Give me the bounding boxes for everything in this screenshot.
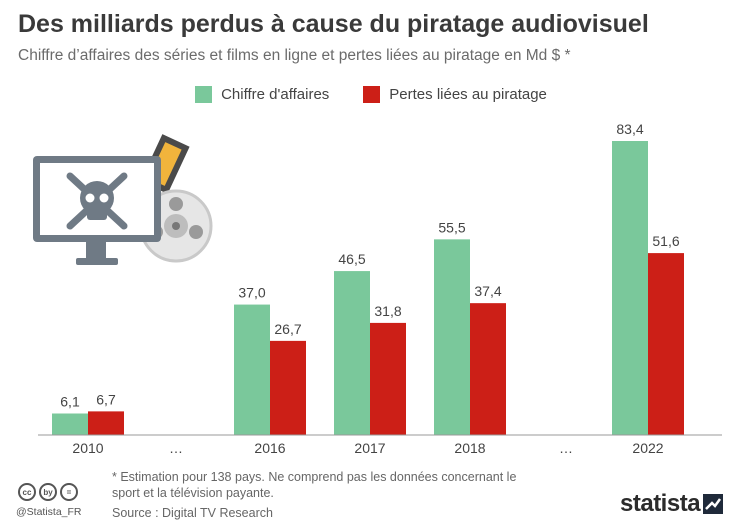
x-axis-labels: 2010 … 2016 2017 2018 … 2022 (72, 440, 663, 456)
data-label: 31,8 (374, 303, 401, 319)
footnote: * Estimation pour 138 pays. Ne comprend … (112, 470, 517, 500)
data-label: 55,5 (438, 219, 465, 235)
data-label: 46,5 (338, 251, 365, 267)
data-label: 37,0 (238, 285, 265, 301)
x-tick-label: 2022 (632, 440, 663, 456)
data-label: 51,6 (652, 233, 679, 249)
brand-logo: statista (620, 490, 701, 517)
source-note: Source : Digital TV Research (112, 506, 273, 520)
chart-subtitle: Chiffre d’affaires des séries et films e… (18, 47, 571, 64)
x-tick-label: 2018 (454, 440, 485, 456)
no-derivatives-icon: = (60, 483, 78, 501)
piracy-illustration (33, 134, 213, 265)
statista-logo-icon (703, 494, 723, 514)
bar-revenue (234, 304, 270, 435)
bar-losses (270, 340, 306, 435)
x-tick-label: 2010 (72, 440, 103, 456)
bar-losses (470, 303, 506, 435)
social-handle: @Statista_FR (16, 506, 82, 518)
bar-revenue (612, 141, 648, 435)
bar-chart: 6,1 6,7 37,0 26,7 46,5 31,8 55,5 37,4 83,4 51,6 2… (33, 121, 722, 456)
cc-icon: cc (18, 483, 36, 501)
legend-item-revenue: Chiffre d'affaires (195, 86, 329, 103)
data-label: 6,7 (96, 391, 116, 407)
data-label: 6,1 (60, 393, 80, 409)
bar-losses (370, 322, 406, 435)
attribution-icon: by (39, 483, 57, 501)
legend-swatch-losses (363, 86, 381, 103)
x-tick-label: 2017 (354, 440, 385, 456)
data-label: 83,4 (616, 121, 643, 137)
skull-crossbones-icon (66, 172, 128, 230)
legend-swatch-revenue (195, 86, 213, 103)
bar-revenue (434, 239, 470, 435)
data-label: 26,7 (274, 321, 301, 337)
chart-title: Des milliards perdus à cause du piratage… (18, 10, 649, 38)
data-label: 37,4 (474, 283, 501, 299)
license-icons: cc by = (18, 483, 78, 501)
x-tick-label: 2016 (254, 440, 285, 456)
bar-revenue (334, 271, 370, 435)
bar-revenue (52, 413, 88, 435)
bars-layer: 6,1 6,7 37,0 26,7 46,5 31,8 55,5 37,4 83,4 51,6 (52, 121, 684, 435)
bar-losses (648, 253, 684, 435)
legend-label-losses: Pertes liées au piratage (389, 86, 547, 103)
x-tick-label: … (169, 440, 183, 456)
legend-item-losses: Pertes liées au piratage (363, 86, 547, 103)
legend: Chiffre d'affaires Pertes liées au pirat… (0, 86, 742, 103)
x-tick-label: … (559, 440, 573, 456)
bar-losses (88, 411, 124, 435)
legend-label-revenue: Chiffre d'affaires (221, 86, 330, 103)
